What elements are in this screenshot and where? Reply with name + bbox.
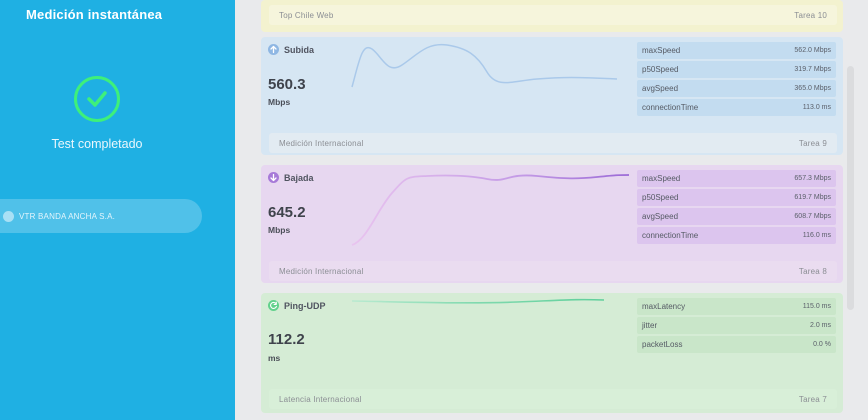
metric-name: connectionTime (642, 103, 699, 112)
metric-row: p50Speed 319.7 Mbps (637, 61, 836, 78)
upload-metrics: maxSpeed 562.0 Mbps p50Speed 319.7 Mbps av… (637, 42, 836, 118)
footer-label: Medición Internacional (279, 138, 364, 148)
card-upload: Subida 560.3 Mbps maxSpeed 562.0 Mbps p50… (261, 37, 843, 155)
task-label: Tarea 7 (798, 394, 827, 404)
card-title: Ping-UDP (268, 300, 326, 311)
card-footer: Latencia Internacional Tarea 7 (269, 389, 837, 409)
ping-unit: ms (268, 353, 281, 363)
metric-name: p50Speed (642, 65, 679, 74)
card-footer: Medición Internacional Tarea 9 (269, 133, 837, 153)
footer-label: Medición Internacional (279, 266, 364, 276)
results-panel: Top Chile Web Tarea 10 Subida 560.3 Mbps… (235, 0, 868, 420)
metric-name: maxLatency (642, 302, 686, 311)
sidebar: Medición instantánea Test completado VTR… (0, 0, 235, 420)
metric-value: 608.7 Mbps (794, 213, 831, 220)
metric-row: maxSpeed 657.3 Mbps (637, 170, 836, 187)
metric-row: avgSpeed 608.7 Mbps (637, 208, 836, 225)
footer-label: Top Chile Web (279, 10, 334, 20)
metric-name: maxSpeed (642, 46, 681, 55)
metric-value: 115.0 ms (802, 303, 831, 310)
metric-value: 619.7 Mbps (794, 194, 831, 201)
task-label: Tarea 8 (798, 266, 827, 276)
metric-value: 116.0 ms (802, 232, 831, 239)
isp-pill[interactable]: VTR BANDA ANCHA S.A. (0, 199, 202, 233)
download-unit: Mbps (268, 225, 291, 235)
metric-row: jitter 2.0 ms (637, 317, 836, 334)
metric-value: 562.0 Mbps (794, 47, 831, 54)
footer-label: Latencia Internacional (279, 394, 362, 404)
card-title: Bajada (268, 172, 314, 183)
metric-name: jitter (642, 321, 658, 330)
card-download: Bajada 645.2 Mbps maxSpeed 657.3 Mbps p50… (261, 165, 843, 283)
refresh-icon (268, 300, 279, 311)
sidebar-title: Medición instantánea (26, 7, 163, 22)
card-footer: Top Chile Web Tarea 10 (269, 5, 837, 25)
card-ping: Ping-UDP 112.2 ms maxLatency 115.0 ms jit… (261, 293, 843, 413)
metric-row: avgSpeed 365.0 Mbps (637, 80, 836, 97)
metric-value: 319.7 Mbps (794, 66, 831, 73)
isp-icon (3, 210, 14, 222)
upload-value: 560.3 (268, 76, 306, 93)
arrow-down-icon (268, 172, 279, 183)
check-icon (74, 76, 120, 122)
task-label: Tarea 10 (794, 10, 827, 20)
ping-value: 112.2 (268, 331, 305, 348)
metric-row: p50Speed 619.7 Mbps (637, 189, 836, 206)
ping-metrics: maxLatency 115.0 ms jitter 2.0 ms packetLo… (637, 298, 836, 355)
metric-row: connectionTime 113.0 ms (637, 99, 836, 116)
metric-row: maxLatency 115.0 ms (637, 298, 836, 315)
metric-name: maxSpeed (642, 174, 681, 183)
ping-sparkline (351, 298, 605, 304)
download-value: 645.2 (268, 204, 306, 221)
card-title: Subida (268, 44, 314, 55)
metric-value: 365.0 Mbps (794, 85, 831, 92)
isp-name: VTR BANDA ANCHA S.A. (19, 211, 116, 221)
card-top-chile-web: Top Chile Web Tarea 10 (261, 0, 843, 32)
download-sparkline (351, 174, 630, 246)
arrow-up-icon (268, 44, 279, 55)
upload-sparkline (351, 43, 618, 88)
scrollbar[interactable] (847, 66, 854, 310)
metric-value: 2.0 ms (809, 322, 831, 329)
task-label: Tarea 9 (798, 138, 827, 148)
card-footer: Medición Internacional Tarea 8 (269, 261, 837, 281)
metric-name: avgSpeed (642, 212, 679, 221)
test-status: Test completado (51, 137, 143, 151)
metric-name: packetLoss (642, 340, 683, 349)
card-title-label: Bajada (284, 172, 314, 183)
metric-value: 657.3 Mbps (794, 175, 831, 182)
metric-name: avgSpeed (642, 84, 679, 93)
metric-name: connectionTime (642, 231, 699, 240)
download-metrics: maxSpeed 657.3 Mbps p50Speed 619.7 Mbps av… (637, 170, 836, 246)
metric-row: connectionTime 116.0 ms (637, 227, 836, 244)
metric-name: p50Speed (642, 193, 679, 202)
metric-value: 113.0 ms (802, 104, 831, 111)
upload-unit: Mbps (268, 97, 291, 107)
card-title-label: Ping-UDP (284, 300, 326, 311)
card-title-label: Subida (284, 44, 315, 55)
metric-row: packetLoss 0.0 % (637, 336, 836, 353)
metric-row: maxSpeed 562.0 Mbps (637, 42, 836, 59)
metric-value: 0.0 % (813, 341, 831, 348)
